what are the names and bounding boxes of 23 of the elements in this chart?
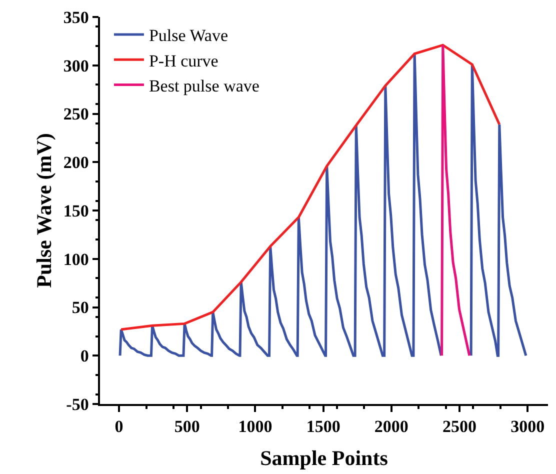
y-tick-label: 0 [80,346,89,366]
x-tick-label: 1500 [306,417,340,436]
y-tick-label: 100 [63,250,89,269]
y-tick-label: 50 [72,298,89,318]
x-tick-label: 2500 [442,417,476,436]
line-series [440,44,471,357]
y-tick-label: 350 [63,8,89,27]
y-axis-title: Pulse Wave (mV) [32,133,56,288]
y-tick-label: 300 [63,56,89,76]
y-tick-label: -50 [66,394,89,414]
legend-label: P-H curve [148,51,218,70]
x-tick-label: 1000 [238,417,272,436]
y-tick-label: 200 [63,153,89,172]
x-tick-label: 2000 [374,417,408,436]
x-axis-title: Sample Points [260,446,388,470]
x-tick-label: 500 [174,417,200,436]
y-tick-label: 250 [63,104,89,124]
x-tick-label: 3000 [510,417,545,436]
legend-label: Best pulse wave [148,76,260,96]
y-tick-label: 150 [63,201,89,220]
x-tick-label: 0 [114,417,124,436]
legend-label: Pulse Wave [148,26,228,46]
line-series [120,44,501,331]
